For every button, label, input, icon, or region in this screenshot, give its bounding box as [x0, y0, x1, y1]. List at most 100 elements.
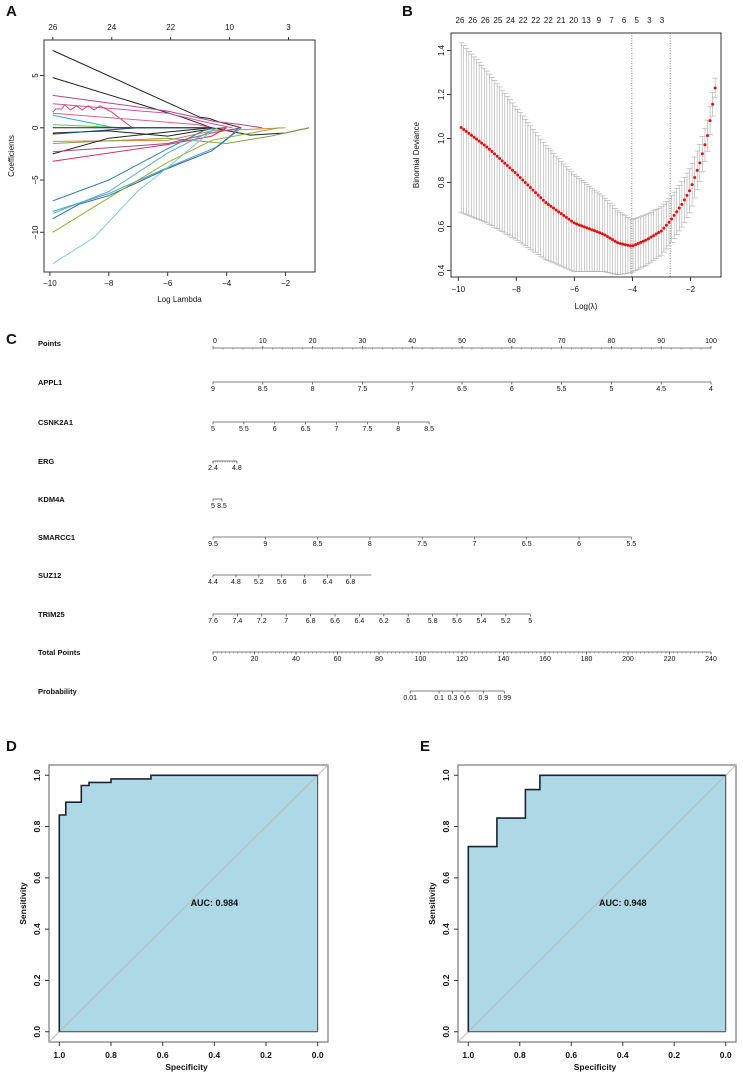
tick-label: 5 — [528, 618, 532, 625]
top-count-label: 22 — [544, 16, 553, 25]
top-tick-label: 10 — [225, 23, 234, 32]
x-tick-label: −4 — [628, 285, 638, 294]
tick-label: 5.4 — [477, 618, 487, 625]
top-count-label: 25 — [493, 16, 502, 25]
coef-line-path4 — [52, 103, 233, 129]
deviance-point — [590, 228, 594, 232]
panel-b-letter: B — [402, 3, 413, 20]
tick-label: 6.4 — [323, 579, 333, 586]
deviance-point — [698, 161, 702, 165]
x-tick-label: 0.4 — [617, 1050, 629, 1060]
tick-label: 7.2 — [257, 618, 267, 625]
deviance-point — [657, 230, 661, 234]
x-axis-label: Log Lambda — [157, 295, 202, 304]
deviance-point — [631, 244, 635, 248]
top-count-label: 22 — [531, 16, 540, 25]
panel-d-letter: D — [6, 738, 17, 755]
tick-label: 200 — [622, 656, 634, 663]
tick-label: 9 — [263, 541, 267, 548]
tick-label: 240 — [705, 656, 717, 663]
coef-line-path20 — [52, 127, 280, 233]
row-label: Points — [38, 339, 61, 348]
row-label: KDM4A — [38, 495, 65, 504]
x-tick-label: 0.6 — [565, 1050, 577, 1060]
deviance-point — [459, 126, 463, 130]
nomogram-row-total-points: Total Points 0 20 40 60 80 100 120 140 160 180 200 2… — [38, 648, 717, 663]
deviance-point — [569, 219, 573, 223]
tick-label: 6 — [577, 541, 581, 548]
nomogram-row-erg: ERG 2.4 4.8 — [38, 457, 242, 472]
tick-label: 5.8 — [428, 618, 438, 625]
tick-label: 4 — [709, 386, 713, 393]
deviance-point — [672, 213, 676, 217]
deviance-point — [521, 178, 525, 182]
row-label: ERG — [38, 457, 54, 466]
y-axis-label: Binomial Deviance — [412, 121, 421, 188]
tick-label: 0.3 — [448, 695, 458, 702]
y-tick-label: 0.8 — [441, 820, 451, 832]
deviance-point — [582, 225, 586, 229]
nomogram-row-appl1: APPL1 9 8.5 8 7.5 7 6.5 6 5.5 5 4.5 4 — [38, 378, 713, 393]
coef-line-path13 — [52, 127, 310, 145]
top-count-label: 7 — [609, 16, 614, 25]
deviance-point — [505, 164, 509, 168]
deviance-point — [577, 223, 581, 227]
tick-label: 6 — [303, 579, 307, 586]
top-count-label: 6 — [622, 16, 627, 25]
deviance-point — [605, 235, 609, 239]
deviance-point — [477, 139, 481, 143]
deviance-point — [659, 229, 663, 233]
deviance-point — [567, 217, 571, 221]
top-count-label: 21 — [557, 16, 566, 25]
deviance-point — [552, 206, 556, 210]
top-count-label: 22 — [519, 16, 528, 25]
coef-line-path21 — [52, 127, 219, 265]
top-count-label: 3 — [660, 16, 665, 25]
coef-line-path22 — [52, 127, 219, 214]
coef-line-path16 — [52, 127, 227, 162]
deviance-point — [616, 241, 620, 245]
tick-label: 6.5 — [301, 426, 311, 433]
tick-label: 5.2 — [501, 618, 511, 625]
deviance-point — [675, 210, 679, 214]
tick-label: 6.6 — [330, 618, 340, 625]
coef-line-path5 — [52, 104, 212, 129]
roc-chart-training: 1.0 0.8 0.6 0.4 0.2 0.0 0.0 0.2 0.4 0.6 0.8 1.0 Spec… — [18, 764, 329, 1072]
tick-label: 5.6 — [452, 618, 462, 625]
top-count-label: 9 — [597, 16, 602, 25]
deviance-point — [500, 159, 504, 163]
deviance-point — [611, 238, 615, 242]
coef-line-path15 — [52, 127, 242, 153]
top-count-label: 26 — [481, 16, 490, 25]
deviance-point — [554, 208, 558, 212]
tick-label: 160 — [539, 656, 551, 663]
tick-label: 20 — [251, 656, 259, 663]
deviance-point — [526, 183, 530, 187]
roc-chart-validation: 1.0 0.8 0.6 0.4 0.2 0.0 0.0 0.2 0.4 0.6 0.8 1.0 Spec… — [427, 764, 737, 1072]
deviance-point — [644, 238, 648, 242]
row-label: TRIM25 — [38, 610, 65, 619]
deviance-point — [636, 241, 640, 245]
deviance-point — [603, 233, 607, 237]
deviance-point — [467, 131, 471, 135]
tick-label: 5.5 — [626, 541, 636, 548]
deviance-point — [541, 198, 545, 202]
x-tick-label: 0.4 — [208, 1050, 220, 1060]
y-tick-label: 0 — [31, 125, 40, 130]
tick-label: 6.4 — [355, 618, 365, 625]
deviance-point — [613, 239, 617, 243]
deviance-point — [487, 147, 491, 151]
deviance-point — [700, 152, 704, 156]
x-tick-label: 0.0 — [720, 1050, 732, 1060]
deviance-point — [546, 202, 550, 206]
deviance-point — [562, 214, 566, 218]
deviance-point — [713, 86, 717, 90]
tick-label: 8 — [368, 541, 372, 548]
x-tick-label: 1.0 — [53, 1050, 65, 1060]
tick-label: 5 — [211, 503, 215, 510]
top-count-label: 26 — [468, 16, 477, 25]
deviance-point — [495, 154, 499, 158]
deviance-point — [557, 210, 561, 214]
y-axis-label: Sensitivity — [427, 882, 437, 925]
